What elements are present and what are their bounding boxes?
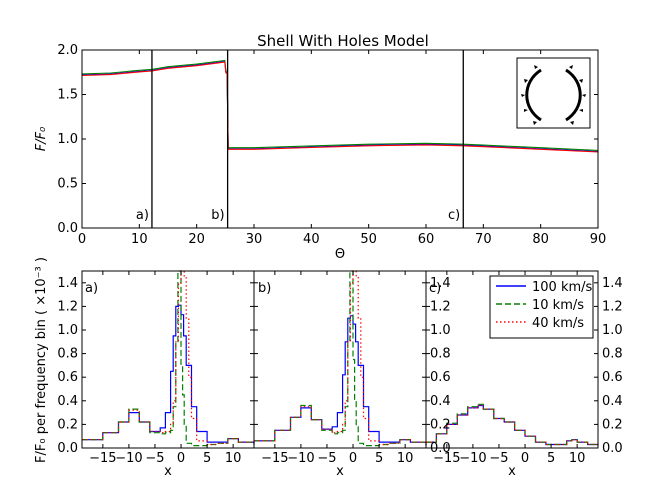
bottom-left-y-tick-label: 0.2 [57,417,78,432]
bottom-mid-y-tick-label: 0.4 [430,394,451,409]
top-y-axis-label: F/F₀ [34,126,49,151]
bottom-x-ticks: −15−10 −5 0 5 10 −15−10 −5 0 5 10 −15−10 −5 0 5 10 [89,271,585,466]
panel-1-series-1 [254,270,427,447]
top-x-tick-label: 90 [590,232,607,247]
bottom-y-ticks: 0.0 0.2 0.4 0.6 0.8 1.0 1.2 1.4 0.0 0.0 0.2 0.2 0.4 0… [57,276,622,456]
bottom-right-y-tick-label: 1.2 [602,299,623,314]
panel-a-x-label: x [164,464,172,479]
bottom-right-y-tick-label: 0.2 [602,417,623,432]
panel-1-series-2 [254,270,427,446]
bottom-mid-y-tick-label: 0.0 [430,441,451,456]
bottom-right-y-tick-label: 0.4 [602,394,623,409]
bottom-x-tick-label: −10 [287,451,314,466]
bottom-x-tick-label: 0 [349,451,357,466]
bottom-left-y-tick-label: 0.8 [57,347,78,362]
top-markers: a) b) c) [136,50,464,228]
panel-0-series-0 [82,304,255,445]
top-y-tick-label: 0.0 [57,221,78,236]
bottom-x-tick-label: 5 [375,451,383,466]
top-x-tick-label: 30 [246,232,263,247]
top-x-tick-label: 60 [418,232,435,247]
top-x-ticks: 0 10 20 30 40 50 60 70 80 90 [78,50,606,247]
bottom-x-tick-label: −5 [489,451,508,466]
panel-c-series [426,403,599,446]
bottom-mid-y-tick-label: 0.8 [430,347,451,362]
panel-2-series-2 [426,404,599,446]
bottom-x-tick-label: 10 [397,451,414,466]
panel-b-frame [253,270,427,449]
bottom-x-tick-label: −5 [145,451,164,466]
top-x-tick-label: 40 [303,232,320,247]
bottom-left-y-tick-label: 0.4 [57,394,78,409]
bottom-y-axis-label: F/F₀ per frequency bin ( ×10⁻³ ) [34,257,49,463]
panel-c-x-label: x [508,464,516,479]
chart-title: Shell With Holes Model [257,32,429,50]
panel-b-label: b) [258,281,271,296]
bottom-x-tick-label: −15 [433,451,460,466]
legend-label-10: 10 km/s [532,298,584,313]
marker-label-0: a) [136,208,149,223]
bottom-mid-y-tick-label: 1.0 [430,323,451,338]
panel-b-series [254,270,427,447]
bottom-x-tick-label: 10 [225,451,242,466]
bottom-right-y-tick-label: 0.0 [602,441,623,456]
panel-0-series-2 [82,270,255,446]
top-x-tick-label: 80 [532,232,549,247]
bottom-x-tick-label: 10 [569,451,586,466]
panel-a-label: a) [85,281,98,296]
bottom-x-tick-label: −10 [459,451,486,466]
bottom-x-tick-label: 5 [547,451,555,466]
bottom-left-y-tick-label: 1.2 [57,299,78,314]
panel-a-frame [81,270,255,449]
bottom-x-tick-label: −10 [115,451,142,466]
bottom-right-y-tick-label: 1.4 [602,276,623,291]
bottom-mid-y-tick-label: 0.2 [430,417,451,432]
panel-b-x-label: x [336,464,344,479]
legend-label-100: 100 km/s [532,280,593,295]
top-y-tick-label: 2.0 [57,43,78,58]
bottom-x-tick-label: 0 [521,451,529,466]
top-y-tick-label: 0.5 [57,177,78,192]
top-x-tick-label: 10 [131,232,148,247]
bottom-x-tick-label: −15 [261,451,288,466]
bottom-mid-y-tick-label: 1.2 [430,299,451,314]
top-x-axis-label: Θ [335,247,345,262]
marker-label-1: b) [211,208,224,223]
top-y-tick-label: 1.5 [57,88,78,103]
bottom-right-y-tick-label: 1.0 [602,323,623,338]
panel-1-series-0 [254,315,427,446]
bottom-mid-y-tick-label: 0.6 [430,370,451,385]
bottom-x-tick-label: −15 [89,451,116,466]
legend-label-40: 40 km/s [532,316,584,331]
bottom-x-tick-label: 0 [177,451,185,466]
bottom-left-y-tick-label: 1.0 [57,323,78,338]
panel-c-frame [425,270,599,449]
top-x-tick-label: 70 [475,232,492,247]
bottom-right-y-tick-label: 0.6 [602,370,623,385]
panel-2-series-1 [426,403,599,446]
marker-label-2: c) [448,208,460,223]
bottom-left-y-tick-label: 1.4 [57,276,78,291]
shell-holes-inset-icon [516,57,591,129]
bottom-left-y-tick-label: 0.6 [57,370,78,385]
top-x-tick-label: 20 [188,232,205,247]
top-x-tick-label: 0 [78,232,86,247]
top-y-ticks: 0.0 0.5 1.0 1.5 2.0 [57,43,598,236]
bottom-x-tick-label: 5 [203,451,211,466]
bottom-left-y-tick-label: 0.0 [57,441,78,456]
top-x-tick-label: 50 [360,232,377,247]
bottom-right-y-tick-label: 0.8 [602,347,623,362]
panel-0-series-1 [82,270,255,447]
panel-c-label: c) [429,281,441,296]
bottom-mid-y-tick-label: 1.4 [430,276,451,291]
panel-a-series [82,270,255,447]
legend: 100 km/s 10 km/s 40 km/s [489,275,594,339]
bottom-x-tick-label: −5 [317,451,336,466]
top-y-tick-label: 1.0 [57,132,78,147]
